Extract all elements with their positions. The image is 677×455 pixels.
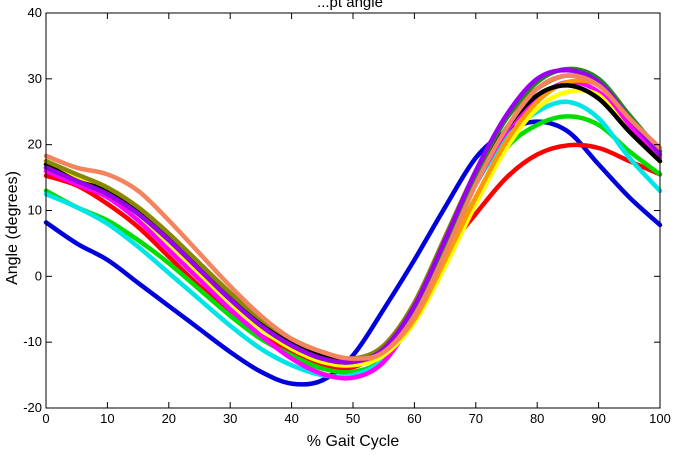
- x-tick-label: 10: [100, 411, 114, 426]
- x-tick-label: 0: [42, 411, 49, 426]
- series-line-2: [43, 142, 663, 371]
- y-axis-label: Angle (degrees): [4, 171, 21, 285]
- plot-area: 0 10 20 30 40 50 60 70 80 90 100 -20 -10 0 10 20 30 40: [23, 5, 671, 426]
- chart-title: ...pt angle: [317, 0, 383, 11]
- y-tick-label: -10: [23, 334, 42, 349]
- series-layer: [43, 66, 663, 387]
- x-axis-label: % Gait Cycle: [307, 433, 400, 450]
- y-tick-label: 10: [28, 203, 42, 218]
- x-tick-label: 20: [162, 411, 176, 426]
- series-line-1: [43, 119, 663, 387]
- x-tick-label: 100: [649, 411, 671, 426]
- y-tick-label: 20: [28, 137, 42, 152]
- x-tick-label: 70: [469, 411, 483, 426]
- series-line-5: [43, 79, 663, 381]
- series-line-3: [43, 114, 663, 375]
- x-tick-label: 50: [346, 411, 360, 426]
- series-line-4: [43, 99, 663, 379]
- ticks-layer: 0 10 20 30 40 50 60 70 80 90 100 -20 -10 0 10 20 30 40: [23, 5, 671, 426]
- x-tick-label: 80: [530, 411, 544, 426]
- y-tick-label: 0: [35, 268, 42, 283]
- series-line-11: [43, 67, 663, 365]
- x-tick-label: 40: [284, 411, 298, 426]
- y-tick-label: 40: [28, 5, 42, 20]
- x-tick-label: 90: [591, 411, 605, 426]
- y-tick-label: -20: [23, 400, 42, 415]
- series-line-12: [43, 73, 663, 361]
- y-tick-label: 30: [28, 71, 42, 86]
- x-tick-label: 60: [407, 411, 421, 426]
- x-tick-label: 30: [223, 411, 237, 426]
